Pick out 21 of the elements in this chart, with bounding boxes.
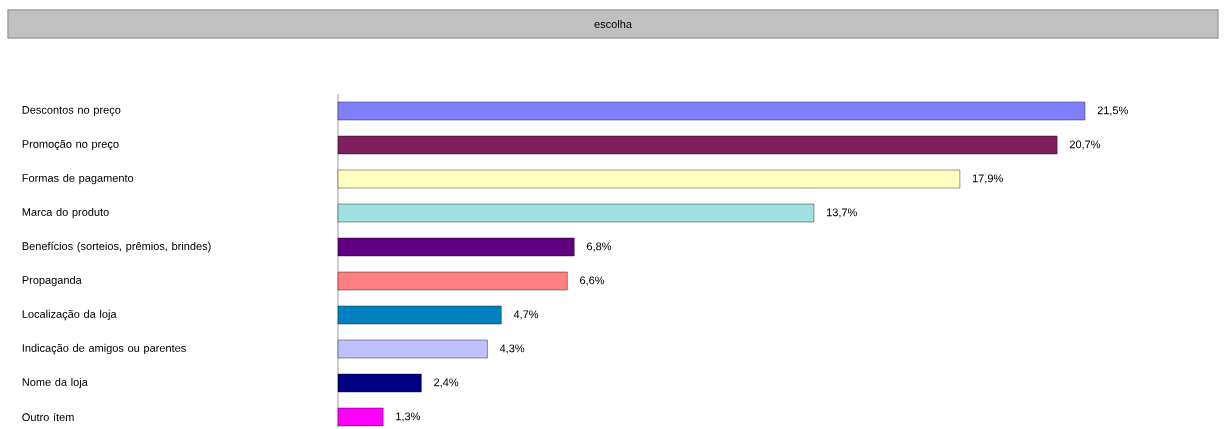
data-label: 1,3% (396, 412, 421, 422)
chart-title: escolha (594, 19, 632, 29)
y-tick-label: Descontos no preço (22, 106, 121, 116)
y-tick-label: Outro ítem (22, 412, 74, 422)
data-label: 4,7% (513, 310, 539, 320)
y-tick-label: Formas de pagamento (22, 173, 134, 185)
data-label: 4,3% (499, 344, 525, 354)
y-tick-label: Localização da loja (22, 309, 117, 321)
y-tick-label: Marca do produto (22, 207, 109, 219)
y-tick-label: Indicação de amigos ou parentes (22, 343, 186, 355)
y-tick-label: Propaganda (22, 275, 82, 287)
data-label: 13,7% (827, 208, 857, 218)
y-tick-label: Benefícios (sorteios, prêmios, brindes) (22, 241, 211, 253)
data-label: 2,4% (434, 378, 459, 388)
y-tick-label: Nome da loja (22, 377, 88, 389)
data-label: 6,6% (580, 276, 605, 286)
data-label: 20,7% (1069, 140, 1101, 150)
data-label: 17,9% (972, 174, 1003, 184)
y-tick-label: Promoção no preço (22, 139, 119, 151)
data-label: 21,5% (1097, 106, 1128, 116)
data-label: 6,8% (587, 242, 612, 252)
